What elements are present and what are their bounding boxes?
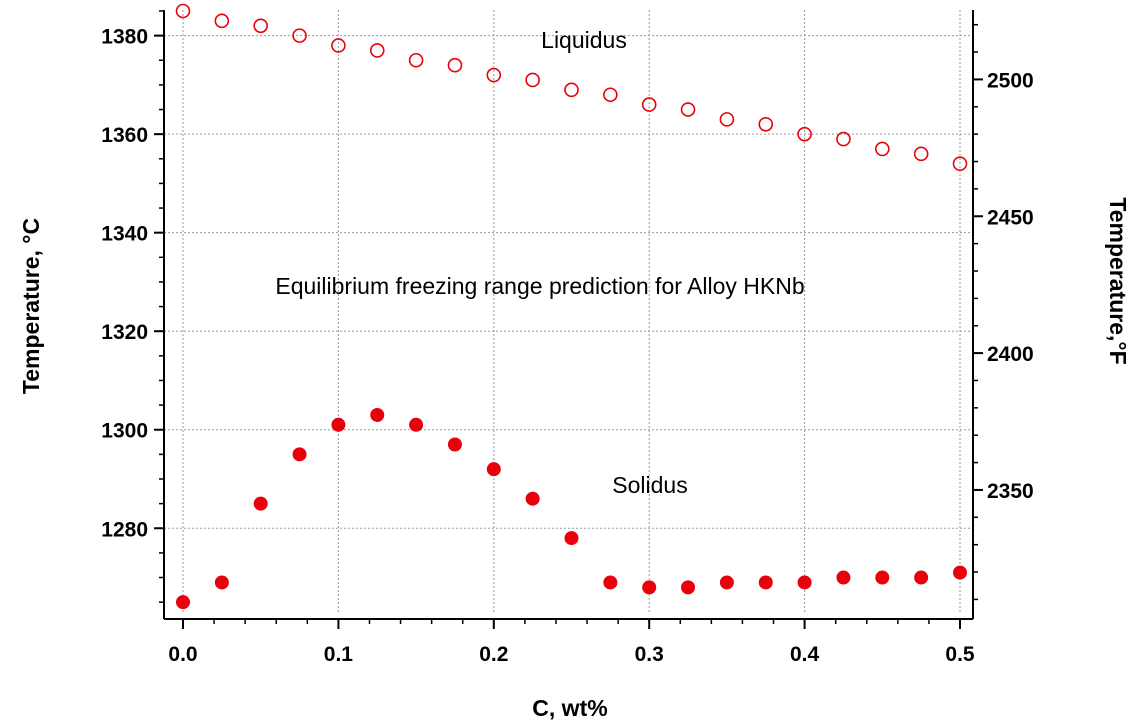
series-liquidus xyxy=(175,3,968,172)
y2-tick-label: 2400 xyxy=(987,343,1034,366)
data-point xyxy=(214,13,230,29)
data-point xyxy=(253,18,269,34)
y2-tick-label: 2450 xyxy=(987,206,1034,229)
data-point xyxy=(486,67,502,83)
y2-tick-label: 2500 xyxy=(987,69,1034,92)
x-tick-label: 0.0 xyxy=(168,643,197,666)
data-point xyxy=(214,575,229,590)
data-point xyxy=(797,126,812,142)
series-solidus xyxy=(176,407,967,610)
data-point xyxy=(564,82,579,98)
data-points xyxy=(175,3,968,610)
grid-lines xyxy=(164,10,973,614)
y-tick-label: 1360 xyxy=(101,124,148,147)
data-point xyxy=(641,97,657,112)
annotation-title: Equilibrium freezing range prediction fo… xyxy=(275,273,804,299)
y2-axis-title: Temperature,°F xyxy=(1105,197,1131,364)
data-point xyxy=(874,141,890,157)
data-point xyxy=(913,146,929,162)
x-axis-title: C, wt% xyxy=(532,695,607,721)
data-point xyxy=(953,565,967,580)
data-point xyxy=(176,595,190,610)
data-point xyxy=(292,28,307,43)
data-point xyxy=(719,112,735,127)
series-label-solidus: Solidus xyxy=(612,472,687,498)
data-point xyxy=(369,43,385,58)
data-point xyxy=(797,575,812,590)
data-point xyxy=(952,156,968,172)
data-point xyxy=(292,447,307,462)
x-tick-label: 0.2 xyxy=(479,643,508,666)
data-point xyxy=(486,462,501,477)
data-point xyxy=(253,496,268,511)
data-point xyxy=(719,575,734,590)
data-point xyxy=(875,570,890,585)
data-point xyxy=(370,407,385,422)
y-axis-title: Temperature, °C xyxy=(18,218,44,394)
data-point xyxy=(447,57,463,73)
x-tick-label: 0.3 xyxy=(635,643,664,666)
data-point xyxy=(681,580,696,595)
series-label-liquidus: Liquidus xyxy=(541,27,627,53)
data-point xyxy=(836,570,851,585)
axes xyxy=(163,10,974,620)
data-point xyxy=(409,417,424,432)
y2-tick-label: 2350 xyxy=(987,480,1034,503)
data-point xyxy=(447,437,462,452)
y-tick-label: 1340 xyxy=(101,223,148,246)
data-point xyxy=(175,3,191,19)
data-point xyxy=(603,575,618,590)
x-tick-label: 0.1 xyxy=(324,643,354,666)
data-point xyxy=(680,102,696,117)
data-point xyxy=(525,72,540,88)
tick-labels: 0.0 0.1 0.2 0.3 0.4 0.5 1280 1300 1320 1340 1360 13… xyxy=(101,10,1034,666)
data-point xyxy=(564,531,579,546)
data-point xyxy=(758,117,774,132)
y-tick-label: 1300 xyxy=(101,420,148,443)
data-point xyxy=(525,491,540,506)
data-point xyxy=(914,570,929,585)
x-tick-label: 0.4 xyxy=(790,643,820,666)
y-tick-label: 1380 xyxy=(101,26,148,49)
data-point xyxy=(642,580,657,595)
data-point xyxy=(758,575,773,590)
y-tick-label: 1280 xyxy=(101,518,148,541)
data-point xyxy=(836,131,851,147)
y-tick-label: 1320 xyxy=(101,321,148,344)
data-point xyxy=(331,38,346,53)
x-tick-label: 0.5 xyxy=(945,643,975,666)
data-point xyxy=(408,52,424,68)
data-point xyxy=(603,87,618,103)
data-point xyxy=(331,417,346,432)
